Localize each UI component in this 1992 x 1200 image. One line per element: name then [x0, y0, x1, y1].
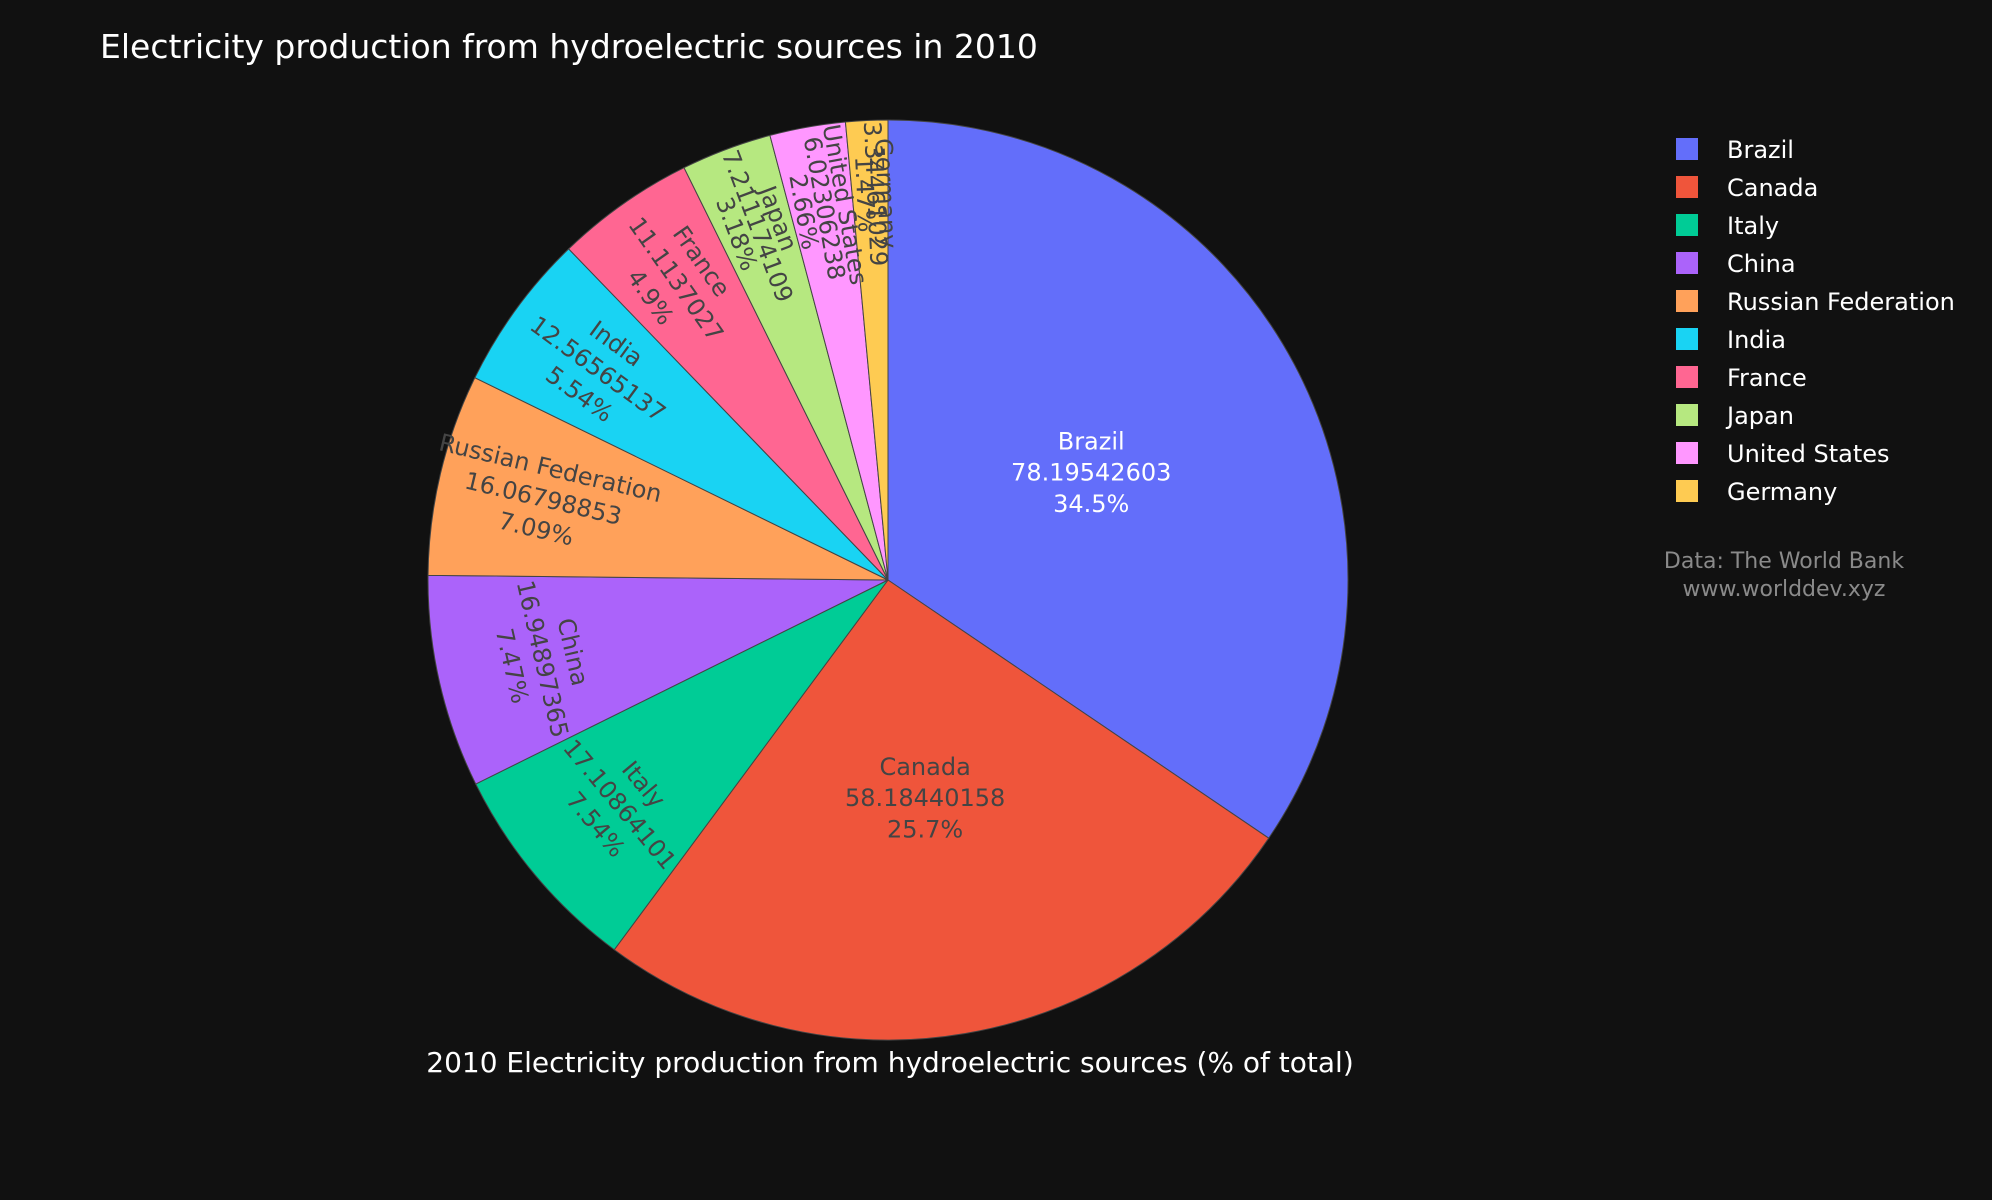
- slice-label-canada: Canada 58.18440158 25.7%: [845, 753, 1005, 843]
- legend-label-united-states[interactable]: United States: [1727, 440, 1890, 468]
- slice-name: Brazil: [1058, 427, 1125, 455]
- pie-slice-germany: [844, 119, 889, 581]
- pie-slice-russian-federation: [427, 377, 889, 581]
- legend-label-italy[interactable]: Italy: [1727, 212, 1779, 240]
- legend-swatch-united-states: [1676, 442, 1698, 464]
- legend-label-brazil[interactable]: Brazil: [1727, 136, 1794, 164]
- slice-name: Canada: [879, 753, 970, 781]
- legend-label-france[interactable]: France: [1727, 364, 1807, 392]
- legend-swatch-canada: [1676, 176, 1698, 198]
- pie-slice-italy: [475, 579, 889, 951]
- legend-label-china[interactable]: China: [1727, 250, 1796, 278]
- pie-slice-china: [427, 574, 889, 785]
- slice-label-germany: Germany3.344610291.47%: [848, 120, 903, 267]
- legend-swatch-russian-federation: [1676, 290, 1698, 312]
- source-line-2: www.worlddev.xyz: [1683, 577, 1886, 602]
- legend-swatch-italy: [1676, 214, 1698, 236]
- legend-swatch-japan: [1676, 404, 1698, 426]
- slice-percent: 34.5%: [1053, 490, 1129, 518]
- source-line-1: Data: The World Bank: [1664, 549, 1904, 574]
- legend-label-canada[interactable]: Canada: [1727, 174, 1818, 202]
- pie-slices: [427, 119, 1349, 1041]
- legend-swatch-brazil: [1676, 138, 1698, 160]
- chart-title: Electricity production from hydroelectri…: [100, 27, 1038, 66]
- legend-swatch-china: [1676, 252, 1698, 274]
- slice-value: 78.19542603: [1011, 459, 1171, 487]
- legend-label-russian-federation[interactable]: Russian Federation: [1727, 288, 1955, 316]
- slice-value: 3.34461029: [858, 121, 893, 267]
- legend-label-india[interactable]: India: [1727, 326, 1786, 354]
- legend-label-germany[interactable]: Germany: [1727, 478, 1837, 506]
- pie-slice-canada: [613, 579, 1270, 1041]
- legend-swatch-india: [1676, 328, 1698, 350]
- legend-swatch-france: [1676, 366, 1698, 388]
- slice-percent: 1.47%: [849, 156, 881, 233]
- pie-slice-brazil: [887, 119, 1349, 839]
- slice-label-brazil: Brazil 78.19542603 34.5%: [1011, 427, 1171, 517]
- legend: Brazil Canada Italy China Russian Federation…: [1676, 136, 1955, 506]
- x-axis-label: 2010 Electricity production from hydroel…: [426, 1046, 1354, 1079]
- slice-name: Germany: [869, 138, 902, 249]
- legend-label-japan[interactable]: Japan: [1725, 402, 1794, 430]
- slice-value: 58.18440158: [845, 784, 1005, 812]
- pie-slice-india: [474, 248, 889, 581]
- slice-percent: 25.7%: [887, 815, 963, 843]
- legend-swatch-germany: [1676, 480, 1698, 502]
